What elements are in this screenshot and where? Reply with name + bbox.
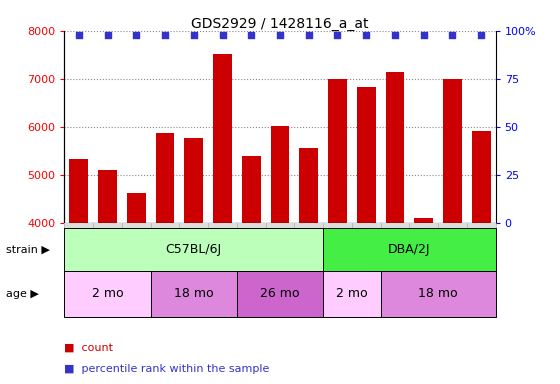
Bar [414, 218, 433, 223]
Point [362, 31, 371, 38]
Text: C57BL/6J: C57BL/6J [166, 243, 222, 256]
Text: 18 mo: 18 mo [418, 287, 458, 300]
Text: ■  percentile rank within the sample: ■ percentile rank within the sample [64, 364, 270, 374]
Bar [98, 170, 117, 223]
Text: ■  count: ■ count [64, 343, 113, 353]
Text: GDS2929 / 1428116_a_at: GDS2929 / 1428116_a_at [192, 17, 368, 31]
Text: age ▶: age ▶ [6, 289, 39, 299]
Bar [472, 131, 491, 223]
Point [390, 31, 399, 38]
Text: 18 mo: 18 mo [174, 287, 213, 300]
Point [218, 31, 227, 38]
Point [448, 31, 457, 38]
Bar [127, 193, 146, 223]
Text: 2 mo: 2 mo [92, 287, 123, 300]
Bar [242, 157, 260, 223]
Bar [184, 138, 203, 223]
Bar [156, 133, 174, 223]
Point [132, 31, 141, 38]
Bar [357, 88, 376, 223]
Point [276, 31, 284, 38]
Bar [69, 159, 88, 223]
Bar [328, 79, 347, 223]
Text: DBA/2J: DBA/2J [388, 243, 431, 256]
Point [477, 31, 486, 38]
Bar [270, 126, 290, 223]
Bar [386, 71, 404, 223]
Text: 2 mo: 2 mo [336, 287, 368, 300]
Point [103, 31, 112, 38]
Point [304, 31, 313, 38]
Point [419, 31, 428, 38]
Point [247, 31, 256, 38]
Point [189, 31, 198, 38]
Point [74, 31, 83, 38]
Point [333, 31, 342, 38]
Bar [213, 54, 232, 223]
Text: 26 mo: 26 mo [260, 287, 300, 300]
Bar [300, 148, 318, 223]
Text: strain ▶: strain ▶ [6, 245, 49, 255]
Bar [443, 79, 462, 223]
Point [161, 31, 170, 38]
